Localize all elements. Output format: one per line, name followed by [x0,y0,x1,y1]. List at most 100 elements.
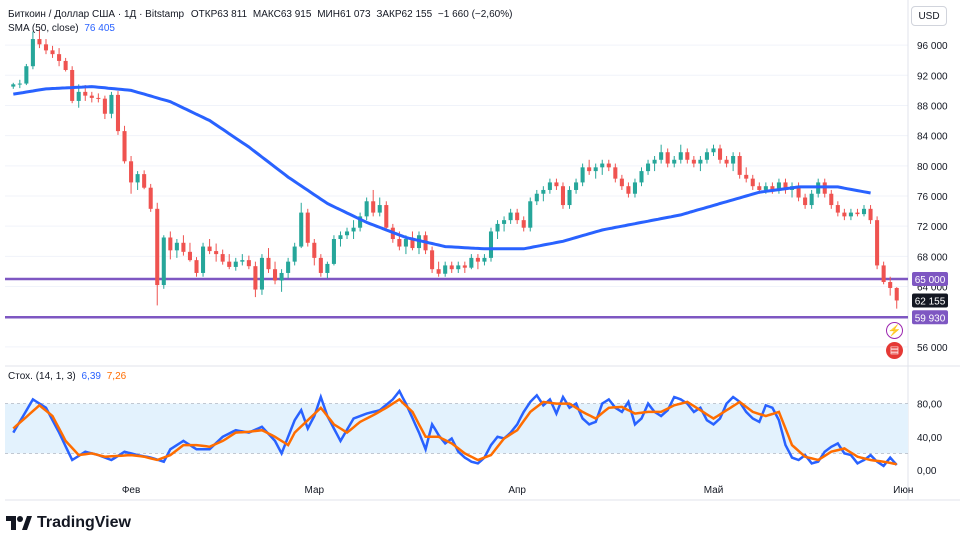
candle-body [456,265,461,270]
support-badge: 59 930 [915,313,946,324]
symbol-title: Биткоин / Доллар США · 1Д · Bitstamp [8,9,185,20]
candle-body [502,220,507,224]
candle-body [842,212,847,217]
candle-body [750,178,755,187]
candle-body [384,205,389,228]
candle-body [776,182,781,190]
candle-body [861,208,867,215]
candle-body [796,186,801,198]
price-axis-ticks: 96 000 92 000 88 000 84 000 80 000 76 000 72 0… [917,41,948,354]
candle-body [639,171,644,183]
candle-body [318,257,323,273]
time-tick-label: Июн [893,485,913,496]
candle-body [109,94,114,114]
candle-body [606,163,611,168]
candle-body [299,212,304,247]
candle-body [580,167,585,183]
sma-label: SMA (50, close) [8,23,79,34]
resistance-badge: 65 000 [915,275,946,286]
candle-body [214,251,219,255]
candle-body [809,193,814,206]
open-label: ОТКР [190,9,218,20]
candle-body [646,163,651,172]
sma-legend[interactable]: SMA (50, close) 76 405 [8,23,115,35]
last-price-badge: 62 155 [915,296,946,307]
candle-body [70,69,75,101]
candle-body [482,257,487,262]
candle-body [848,212,853,217]
candle-body [744,174,749,179]
open-value: 63 811 [217,9,248,20]
candlestick-series [11,30,899,309]
candle-body [148,187,153,209]
candle-body [488,231,494,258]
candle-body [547,182,552,190]
tradingview-logo[interactable]: TradingView [6,514,131,532]
support-badge-bg [912,310,948,325]
high-label: МАКС [252,9,281,20]
close-value: 62 155 [401,9,433,20]
candle-body [351,227,356,232]
candle-body [626,186,631,194]
candle-body [881,265,886,283]
change-value: −1 660 (−2,60%) [437,9,513,20]
flag-icon[interactable]: ▤ [886,342,903,359]
candle-body [266,257,271,270]
candle-body [312,242,317,258]
stochastic-label: Стох. (14, 1, 3) [8,371,76,382]
sma-value: 76 405 [84,23,115,34]
candle-body [377,205,382,213]
candle-body [554,182,559,187]
time-axis-ticks: Фев Мар Апр Май Июн [122,485,914,496]
price-tick-label: 84 000 [917,132,948,143]
candle-body [76,91,81,101]
time-tick-label: Май [704,485,724,496]
candle-body [11,84,16,87]
candle-body [574,182,579,190]
candle-body [129,161,134,183]
candle-body [443,265,448,274]
candle-body [96,97,101,99]
candle-body [495,223,500,232]
candle-body [449,265,454,270]
brand-name: TradingView [37,514,131,531]
time-tick-label: Апр [508,485,526,496]
stochastic-axis-ticks: 80,00 40,00 0,00 [917,400,942,477]
candle-body [737,156,742,175]
stochastic-legend[interactable]: Стох. (14, 1, 3) 6,39 7,26 [8,371,126,383]
candle-body [174,242,179,251]
candle-body [672,159,677,164]
candle-body [403,239,408,247]
candle-body [770,186,775,190]
candle-body [364,201,369,217]
candle-body [17,83,22,85]
candle-body [233,261,238,267]
stochastic-tick-label: 0,00 [917,466,937,477]
time-tick-label: Мар [305,485,325,496]
candle-body [678,152,683,160]
price-tick-label: 96 000 [917,41,948,52]
resistance-badge-bg [912,272,948,286]
candle-body [659,152,664,160]
candle-body [855,212,860,215]
currency-button[interactable]: USD [911,6,947,26]
lightning-icon[interactable]: ⚡ [886,322,903,339]
symbol-info: Биткоин / Доллар США · 1Д · Bitstamp ОТК… [8,9,512,21]
candle-body [475,257,480,262]
candle-body [168,237,173,251]
candle-body [593,167,598,172]
candle-body [560,186,566,206]
candle-body [358,216,363,228]
candle-body [259,257,264,290]
price-tick-label: 56 000 [917,343,948,354]
candle-body [803,197,808,206]
candle-body [37,39,42,45]
candle-body [371,201,376,213]
candle-body [718,148,723,160]
candle-body [652,159,657,164]
candle-body [305,212,310,243]
candle-body [207,246,212,252]
candle-body [430,250,435,270]
price-tick-label: 92 000 [917,71,948,82]
